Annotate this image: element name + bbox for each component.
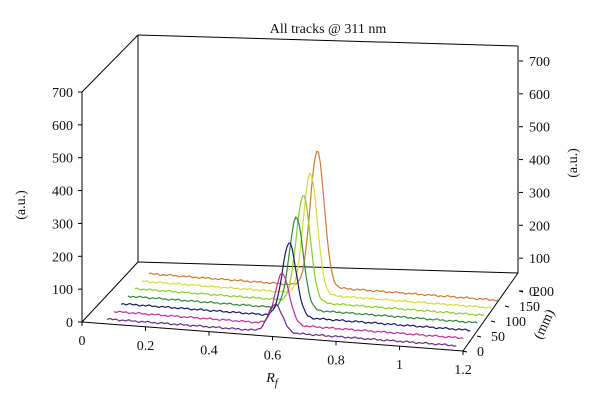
z-tick	[476, 335, 482, 338]
y-right-tick-label: 100	[529, 252, 550, 267]
y-left-tick-label: 400	[52, 185, 73, 200]
series-trace	[148, 150, 499, 302]
series-trace	[141, 172, 492, 309]
y-left-tick-label: 0	[66, 316, 73, 331]
y-left-tick-label: 100	[52, 283, 73, 298]
y-right-tick-label: 0	[529, 285, 536, 300]
series-trace	[113, 272, 464, 340]
z-tick-label: 100	[505, 315, 526, 330]
z-tick-label: 150	[519, 300, 540, 315]
x-tick-label: 0.8	[327, 353, 345, 368]
y-left-tick-label: 300	[52, 217, 73, 232]
top-left-edge	[81, 34, 139, 93]
x-axis-label: Rf	[265, 371, 280, 389]
x-tick-label: 1	[396, 358, 403, 373]
y-left-tick-label: 200	[52, 250, 73, 265]
z-tick-label: 0	[477, 345, 484, 360]
x-axis-label-main: R	[265, 371, 275, 386]
y-right-tick-label: 700	[529, 55, 550, 70]
z-tick	[518, 290, 524, 293]
series-traces	[106, 150, 499, 347]
top-back-edge	[137, 34, 519, 47]
series-trace	[120, 242, 471, 332]
x-tick-label: 0.4	[200, 344, 218, 359]
z-tick	[490, 320, 496, 323]
z-tick-label: 50	[491, 330, 505, 345]
series-trace	[134, 195, 485, 317]
axis-frame	[81, 34, 519, 352]
y-left-axis-label: (a.u.)	[14, 190, 29, 220]
left-floor-edge	[81, 261, 139, 323]
series-trace	[127, 216, 478, 324]
x-tick-label: 0.6	[264, 349, 282, 364]
z-tick	[504, 305, 510, 308]
x-tick-label: 1.2	[454, 363, 472, 378]
y-right-tick-label: 200	[529, 219, 550, 234]
right-floor-edge	[462, 272, 519, 352]
y-right-tick-label: 300	[529, 186, 550, 201]
x-tick-label: 0	[79, 334, 86, 349]
y-right-tick-label: 500	[529, 121, 550, 136]
tick-labels: 0 0.2 0.4 0.6 0.8 1 1.201002003004005006007000…	[52, 55, 554, 378]
y-right-tick-label: 400	[529, 154, 550, 169]
x-tick-label: 0.2	[137, 339, 155, 354]
back-floor-edge	[137, 261, 519, 274]
z-tick	[462, 350, 468, 353]
x-axis-label-subscript: f	[275, 377, 280, 389]
series-trace	[106, 303, 457, 347]
y-right-tick-label: 600	[529, 88, 550, 103]
ticks	[78, 60, 524, 355]
y-right-axis-label: (a.u.)	[566, 148, 581, 178]
y-left-tick-label: 600	[52, 119, 73, 134]
y-left-tick-label: 500	[52, 152, 73, 167]
y-left-tick-label: 700	[52, 86, 73, 101]
chart-title: All tracks @ 311 nm	[270, 22, 387, 37]
z-tick-label: 200	[533, 285, 554, 300]
